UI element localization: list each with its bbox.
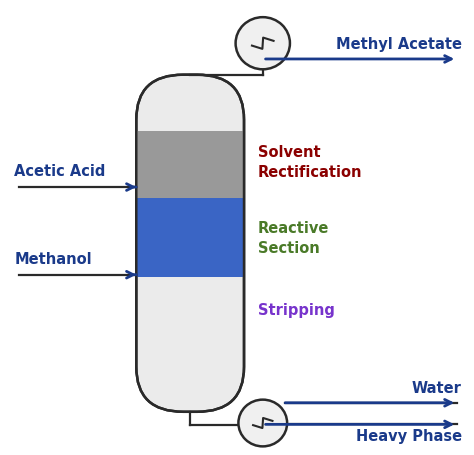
Bar <box>137 198 244 277</box>
FancyBboxPatch shape <box>137 75 244 412</box>
Text: Solvent
Rectification: Solvent Rectification <box>258 145 363 180</box>
Text: Methanol: Methanol <box>15 252 92 267</box>
Circle shape <box>236 17 290 69</box>
Text: Water: Water <box>412 381 462 396</box>
Bar <box>137 131 244 198</box>
Text: Heavy Phase: Heavy Phase <box>356 429 462 444</box>
Text: Stripping: Stripping <box>258 303 335 318</box>
Text: Methyl Acetate: Methyl Acetate <box>336 37 462 52</box>
Text: Reactive
Section: Reactive Section <box>258 221 329 256</box>
Circle shape <box>238 399 287 446</box>
Text: Acetic Acid: Acetic Acid <box>15 164 106 179</box>
